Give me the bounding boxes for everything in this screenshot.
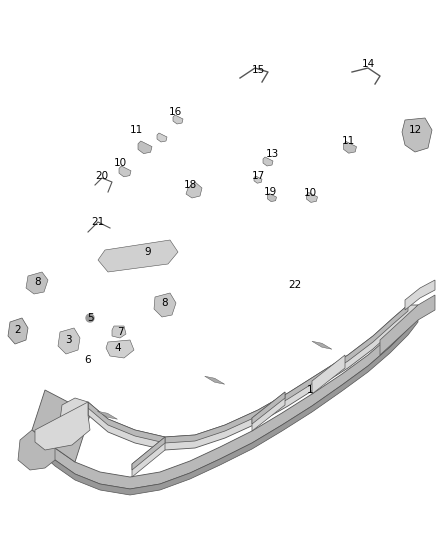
Polygon shape [186, 182, 202, 198]
Polygon shape [97, 411, 117, 419]
Text: 11: 11 [341, 136, 355, 146]
Text: 2: 2 [15, 325, 21, 335]
Polygon shape [268, 193, 276, 201]
Polygon shape [132, 437, 165, 477]
Polygon shape [8, 318, 28, 344]
Polygon shape [26, 272, 48, 294]
Polygon shape [18, 430, 55, 470]
Polygon shape [263, 157, 273, 166]
Polygon shape [380, 295, 435, 355]
Text: 6: 6 [85, 355, 91, 365]
Text: 16: 16 [168, 107, 182, 117]
Polygon shape [88, 305, 418, 450]
Text: 5: 5 [87, 313, 93, 323]
Polygon shape [402, 118, 432, 152]
Text: 21: 21 [92, 217, 105, 227]
Text: 12: 12 [408, 125, 422, 135]
Text: 17: 17 [251, 171, 265, 181]
Polygon shape [312, 355, 345, 394]
Polygon shape [405, 280, 435, 310]
Polygon shape [312, 341, 332, 349]
Polygon shape [35, 305, 418, 489]
Polygon shape [35, 316, 418, 495]
Circle shape [86, 314, 94, 322]
Text: 7: 7 [117, 327, 124, 337]
Polygon shape [157, 133, 167, 142]
Text: 13: 13 [265, 149, 279, 159]
Polygon shape [98, 240, 178, 272]
Text: 1: 1 [307, 385, 313, 395]
Text: 8: 8 [35, 277, 41, 287]
Polygon shape [205, 376, 225, 384]
Polygon shape [132, 437, 165, 470]
Polygon shape [112, 326, 126, 338]
Polygon shape [106, 340, 134, 358]
Polygon shape [343, 141, 357, 153]
Polygon shape [254, 176, 262, 183]
Text: 8: 8 [162, 298, 168, 308]
Polygon shape [35, 402, 90, 450]
Polygon shape [32, 390, 90, 462]
Polygon shape [60, 398, 88, 430]
Text: 10: 10 [304, 188, 317, 198]
Polygon shape [307, 192, 318, 203]
Polygon shape [154, 293, 176, 317]
Text: 14: 14 [361, 59, 374, 69]
Polygon shape [173, 115, 183, 124]
Text: 11: 11 [129, 125, 143, 135]
Polygon shape [58, 328, 80, 354]
Polygon shape [88, 305, 408, 443]
Text: 3: 3 [65, 335, 71, 345]
Text: 15: 15 [251, 65, 265, 75]
Text: 18: 18 [184, 180, 197, 190]
Text: 9: 9 [145, 247, 151, 257]
Polygon shape [252, 392, 285, 424]
Text: 20: 20 [95, 171, 109, 181]
Text: 10: 10 [113, 158, 127, 168]
Text: 19: 19 [263, 187, 277, 197]
Polygon shape [138, 141, 152, 154]
Text: 22: 22 [288, 280, 302, 290]
Text: 4: 4 [115, 343, 121, 353]
Polygon shape [252, 392, 285, 431]
Polygon shape [119, 166, 131, 177]
